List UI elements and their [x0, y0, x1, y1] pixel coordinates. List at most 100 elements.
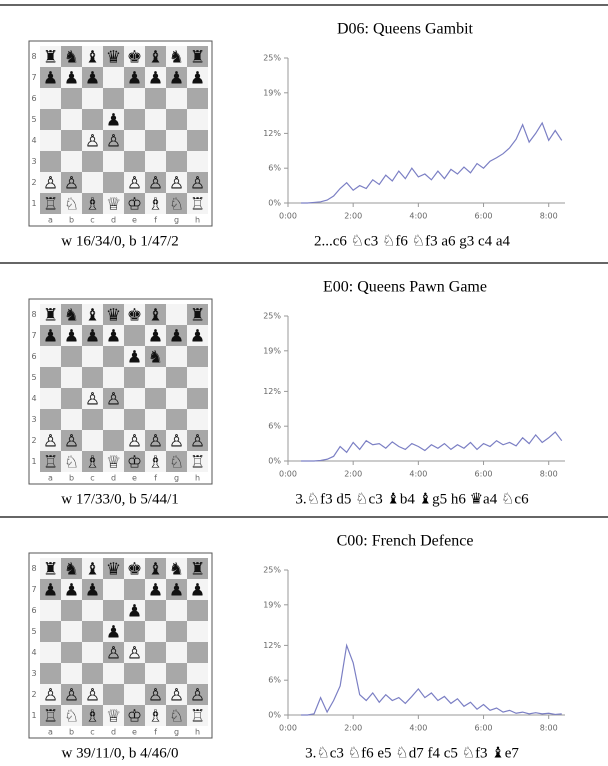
square: [61, 151, 82, 172]
piece: ♝: [85, 48, 100, 68]
square: [40, 151, 61, 172]
square: [61, 388, 82, 409]
square: [103, 172, 124, 193]
square: [166, 130, 187, 151]
piece: ♟: [169, 581, 184, 601]
y-tick-label: 12%: [263, 641, 281, 650]
caption-left: w 16/34/0, b 1/47/2: [61, 233, 179, 249]
piece: ♟: [64, 69, 79, 89]
y-tick-label: 19%: [263, 600, 281, 609]
rank-label: 4: [31, 394, 36, 403]
piece: ♖: [43, 453, 58, 473]
square: [145, 130, 166, 151]
square: [82, 88, 103, 109]
x-tick-label: 4:00: [409, 724, 427, 733]
square: [40, 388, 61, 409]
piece: ♖: [190, 195, 205, 215]
rank-label: 7: [31, 331, 36, 340]
caption-right: 2...c6 ♘c3 ♘f6 ♘f3 a6 g3 c4 a4: [314, 233, 511, 249]
square: [61, 621, 82, 642]
x-tick-label: 0:00: [279, 212, 297, 221]
x-tick-label: 0:00: [279, 470, 297, 479]
square: [145, 367, 166, 388]
line-series: [301, 432, 562, 461]
panel-title: C00: French Defence: [337, 533, 474, 550]
piece: ♟: [106, 623, 121, 643]
piece: ♝: [148, 306, 163, 326]
square: [187, 642, 208, 663]
y-tick-label: 6%: [268, 676, 281, 685]
square: [103, 430, 124, 451]
piece: ♝: [85, 306, 100, 326]
rank-label: 5: [31, 373, 36, 382]
square: [187, 663, 208, 684]
piece: ♘: [169, 195, 184, 215]
file-label: h: [195, 474, 200, 483]
x-tick-label: 8:00: [540, 724, 558, 733]
square: [103, 346, 124, 367]
piece: ♖: [190, 453, 205, 473]
piece: ♞: [169, 48, 184, 68]
piece: ♘: [64, 453, 79, 473]
square: [166, 621, 187, 642]
piece: ♞: [64, 48, 79, 68]
x-tick-label: 2:00: [344, 724, 362, 733]
square: [40, 130, 61, 151]
rank-label: 8: [31, 564, 36, 573]
piece: ♙: [64, 174, 79, 194]
piece: ♟: [127, 602, 142, 622]
piece: ♚: [127, 560, 142, 580]
rank-label: 7: [31, 585, 36, 594]
piece: ♙: [106, 644, 121, 664]
y-tick-label: 12%: [263, 387, 281, 396]
square: [187, 600, 208, 621]
y-tick-label: 25%: [263, 312, 281, 321]
line-series: [301, 123, 562, 203]
piece: ♙: [127, 174, 142, 194]
rank-label: 7: [31, 73, 36, 82]
piece: ♗: [148, 195, 163, 215]
piece: ♟: [43, 69, 58, 89]
piece: ♙: [43, 432, 58, 452]
square: [124, 109, 145, 130]
rank-label: 2: [31, 436, 36, 445]
piece: ♝: [148, 560, 163, 580]
file-label: g: [174, 474, 179, 483]
y-tick-label: 0%: [268, 199, 281, 208]
piece: ♛: [106, 306, 121, 326]
square: [61, 346, 82, 367]
square: [124, 663, 145, 684]
rank-label: 5: [31, 115, 36, 124]
x-tick-label: 6:00: [475, 724, 493, 733]
x-tick-label: 6:00: [475, 212, 493, 221]
x-tick-label: 4:00: [409, 212, 427, 221]
file-label: g: [174, 728, 179, 737]
square: [166, 409, 187, 430]
square: [145, 88, 166, 109]
piece: ♟: [64, 327, 79, 347]
square: [124, 88, 145, 109]
rank-label: 3: [31, 415, 36, 424]
square: [103, 579, 124, 600]
piece: ♞: [148, 348, 163, 368]
rank-label: 1: [31, 199, 36, 208]
caption-left: w 17/33/0, b 5/44/1: [61, 491, 179, 507]
piece: ♙: [190, 432, 205, 452]
square: [145, 409, 166, 430]
piece: ♟: [148, 69, 163, 89]
piece: ♗: [85, 195, 100, 215]
square: [124, 325, 145, 346]
file-label: c: [90, 474, 94, 483]
piece: ♟: [169, 327, 184, 347]
piece: ♖: [43, 707, 58, 727]
piece: ♙: [85, 390, 100, 410]
square: [187, 621, 208, 642]
piece: ♕: [106, 453, 121, 473]
square: [103, 151, 124, 172]
square: [103, 663, 124, 684]
square: [124, 151, 145, 172]
piece: ♙: [85, 686, 100, 706]
rank-label: 1: [31, 711, 36, 720]
square: [82, 430, 103, 451]
square: [187, 88, 208, 109]
